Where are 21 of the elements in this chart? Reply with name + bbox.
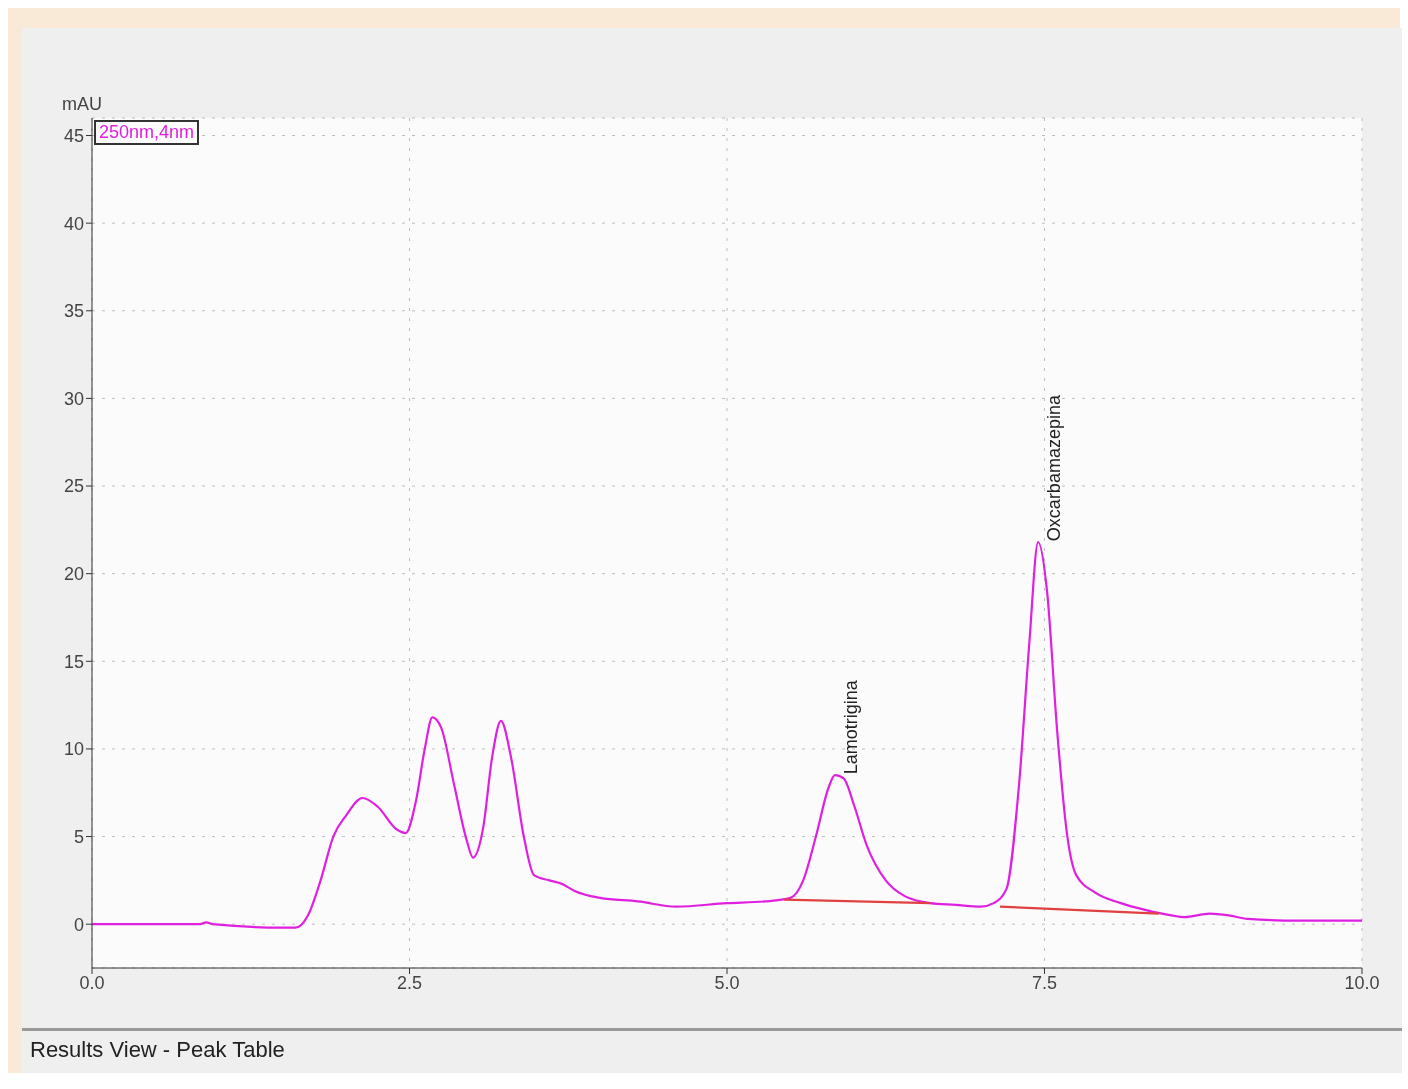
x-tick-label: 2.5	[396, 972, 423, 993]
y-axis-title: mAU	[62, 94, 102, 114]
y-tick-label: 20	[63, 564, 84, 585]
text: 250nm,4nm	[99, 122, 195, 143]
text: Results View - Peak Table	[30, 1037, 286, 1063]
y-tick-label: 0	[73, 914, 84, 935]
x-tick-label: 10.0	[1344, 972, 1380, 993]
annotation: Oxcarbamazepina	[1044, 394, 1065, 542]
x-tick-label: 7.5	[1031, 972, 1058, 993]
y-tick-label: 25	[63, 476, 84, 497]
y-tick-label: 15	[63, 651, 84, 672]
line-series	[92, 541, 1362, 929]
y-tick-label: 30	[63, 388, 84, 409]
y-tick-label: 45	[63, 125, 84, 146]
y-tick-label: 5	[73, 826, 84, 847]
x-tick-label: 5.0	[714, 972, 740, 993]
y-tick-label: 40	[63, 213, 84, 234]
y-tick-label: 10	[63, 739, 84, 760]
x-tick-label: 0.0	[79, 972, 105, 993]
annotation: Lamotrigina	[840, 679, 861, 775]
y-tick-label: 35	[63, 301, 84, 322]
